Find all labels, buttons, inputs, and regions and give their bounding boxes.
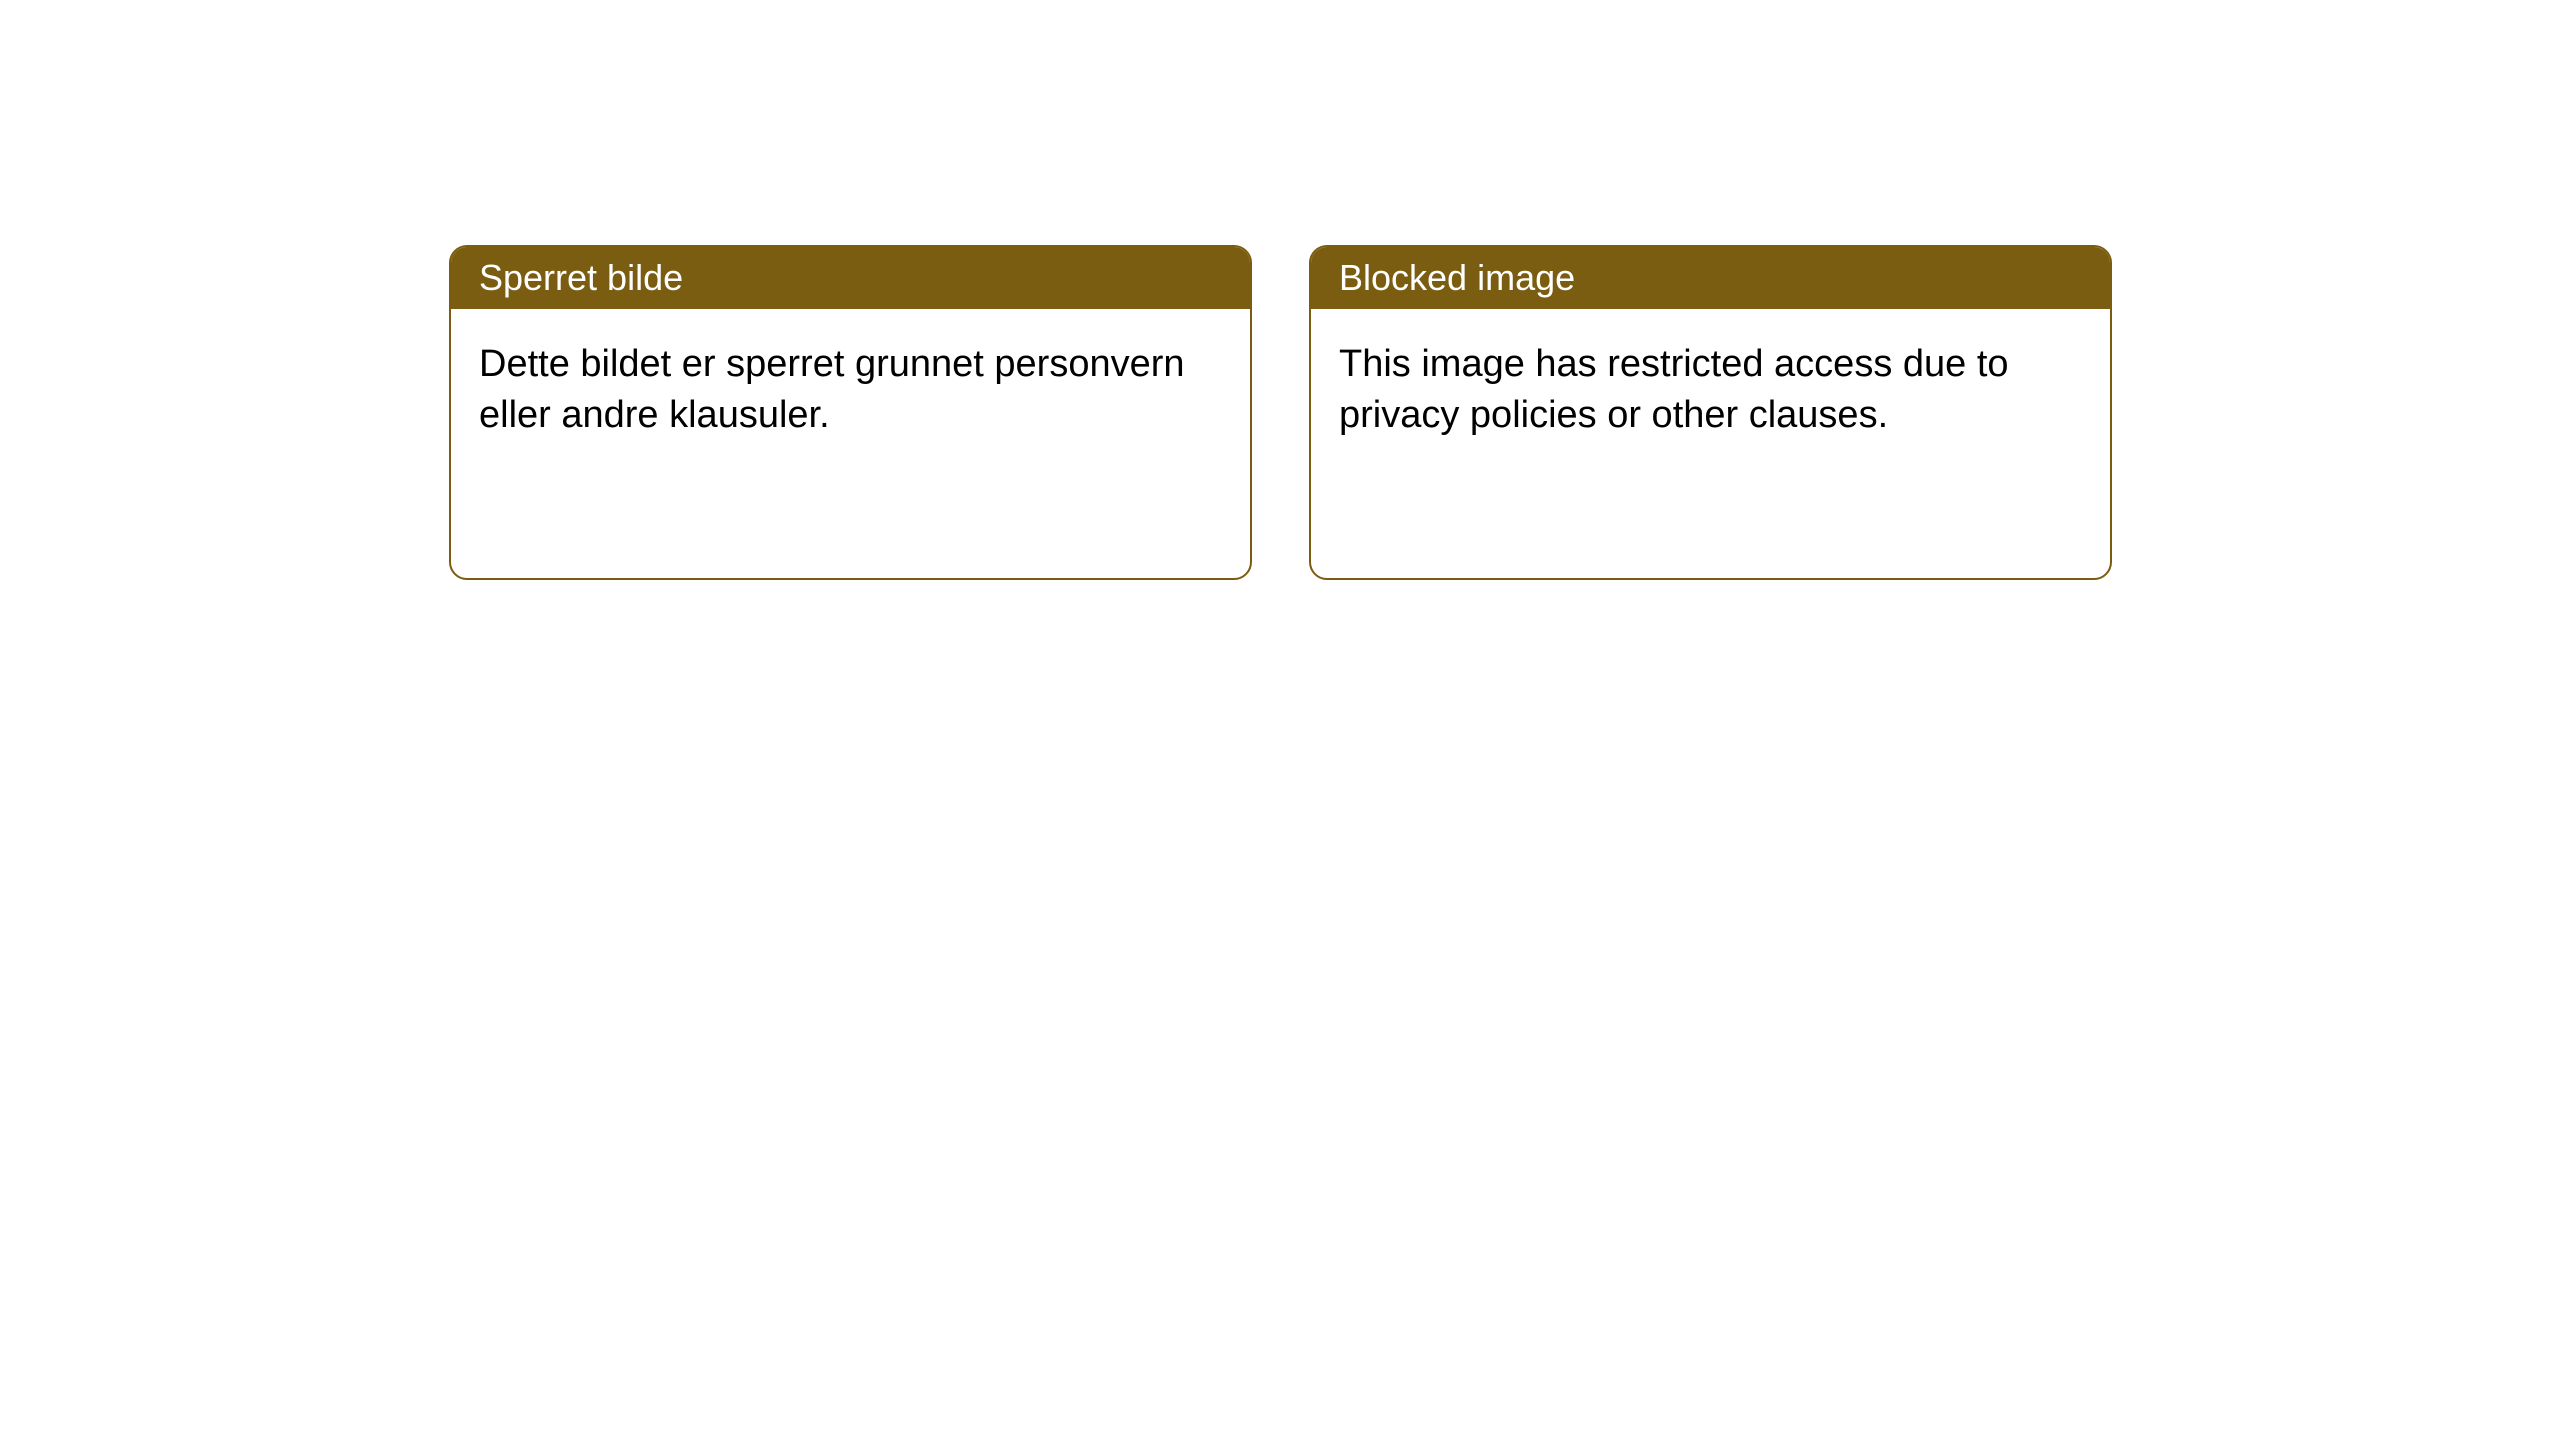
notice-box-english: Blocked image This image has restricted …: [1309, 245, 2112, 580]
notice-body: Dette bildet er sperret grunnet personve…: [451, 309, 1250, 578]
notices-container: Sperret bilde Dette bildet er sperret gr…: [449, 245, 2112, 580]
notice-header: Blocked image: [1311, 247, 2110, 309]
notice-box-norwegian: Sperret bilde Dette bildet er sperret gr…: [449, 245, 1252, 580]
notice-header: Sperret bilde: [451, 247, 1250, 309]
notice-body: This image has restricted access due to …: [1311, 309, 2110, 578]
